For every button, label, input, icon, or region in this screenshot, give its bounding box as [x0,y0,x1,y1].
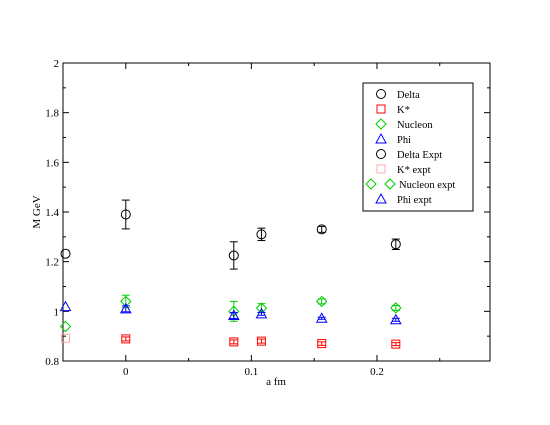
data-point [120,209,131,220]
legend-label: Phi [397,135,411,146]
data-point [227,309,240,321]
legend-label: K* expt [397,165,431,176]
data-point [316,295,328,308]
y-tick-label: 1.2 [45,257,59,269]
series-phi-expt [59,300,72,312]
series-k-expt [61,333,71,343]
series-k- [121,334,401,349]
data-point [119,302,132,314]
y-tick-label: 1.8 [45,108,59,120]
axis-ticks: 0.8 1 1.2 1.4 1.6 1.8 2 0 0.1 0.2 [45,58,490,378]
data-point [315,312,328,323]
legend: Delta K* Nucleon Phi Delta Expt K* expt Nucleo… [362,82,474,212]
data-point [389,313,402,325]
legend-label: Phi expt [397,195,432,206]
legend-label: Delta Expt [397,150,442,161]
data-point [391,339,401,349]
y-tick-label: 1.6 [45,157,59,169]
legend-label: Nucleon [397,120,433,131]
data-point [228,250,239,261]
data-point [255,307,268,319]
data-point [59,300,72,312]
data-point [316,224,327,235]
legend-marker [376,149,386,159]
legend-marker [375,118,387,130]
legend-label: Nucleon expt [399,180,455,191]
y-tick-label: 1.4 [45,207,59,219]
data-point [256,336,266,346]
data-point [59,320,72,333]
x-tick-label: 0.1 [245,366,259,378]
data-marks [59,199,402,349]
y-axis-label: M GeV [31,195,43,228]
series-nucleon-expt [59,320,72,333]
data-point [317,339,327,349]
legend-marker [376,104,386,114]
legend-marker [376,89,386,99]
legend-marker [376,164,386,174]
legend-label: Delta [397,90,420,101]
data-point [390,302,402,314]
legend-marker [375,192,387,204]
series-phi [119,302,402,325]
data-point [121,334,131,344]
data-point [229,337,239,347]
legend-marker [384,178,396,190]
legend-label: K* [397,105,410,116]
legend-marker [365,178,377,190]
data-point [61,333,71,343]
data-point [256,229,267,240]
y-tick-label: 2 [54,58,60,70]
y-tick-label: 1 [54,306,60,318]
legend-box [362,82,474,212]
series-delta-expt [60,248,71,259]
x-tick-label: 0.2 [370,366,384,378]
legend-marker [375,132,387,144]
x-tick-label: 0 [123,366,129,378]
data-point [390,239,401,250]
data-point [60,248,71,259]
y-tick-label: 0.8 [45,356,59,368]
series-delta [120,199,401,270]
x-axis-label: a fm [266,376,286,388]
